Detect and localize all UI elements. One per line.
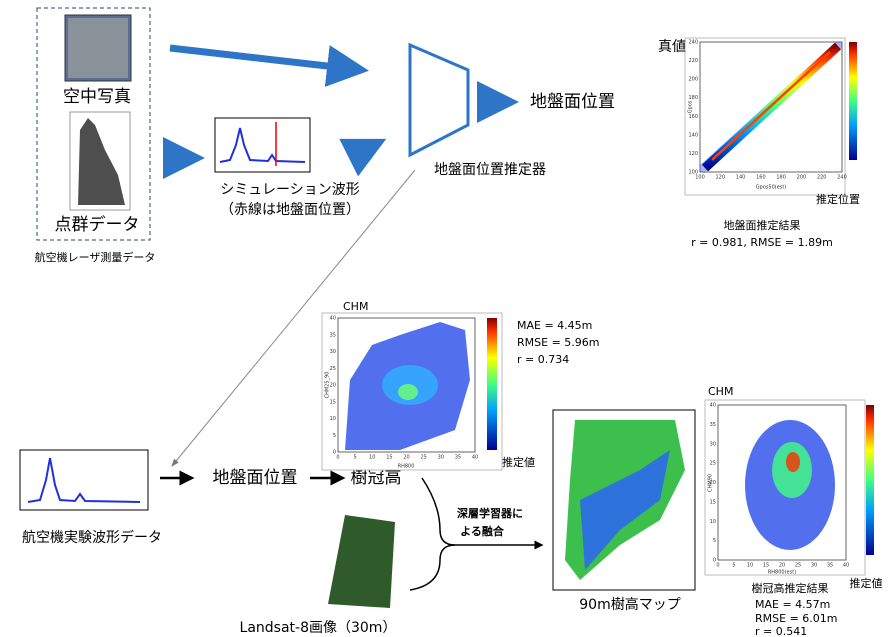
- fusion-text: よる融合: [460, 524, 505, 538]
- y-tick-label: 120: [688, 151, 698, 157]
- chm-r: r = 0.734: [517, 353, 569, 366]
- y-tick-label: 40: [710, 403, 716, 409]
- y-tick-label: 15: [710, 499, 716, 505]
- y-tick-label: 30: [710, 441, 716, 447]
- final-r: r = 0.541: [755, 625, 807, 637]
- x-tick-label: 5: [732, 563, 735, 569]
- x-tick-label: 35: [827, 563, 833, 569]
- x-tick-label: 35: [455, 455, 461, 461]
- x-tick-label: 30: [811, 563, 817, 569]
- final-axis-x-title: RH800(est): [768, 570, 796, 576]
- sim-caption: シミュレーション波形: [220, 182, 359, 198]
- x-tick-label: 5: [354, 455, 357, 461]
- ground-x-label: 推定位置: [816, 192, 860, 206]
- x-tick-label: 40: [472, 455, 478, 461]
- y-tick-label: 160: [688, 114, 698, 120]
- y-tick-label: 0: [333, 450, 336, 456]
- x-tick-label: 160: [756, 175, 766, 181]
- sim-waveform: [215, 118, 310, 172]
- y-tick-label: 10: [330, 416, 336, 422]
- x-tick-label: 40: [843, 563, 849, 569]
- ground-y-label: 真値: [658, 39, 686, 55]
- y-tick-label: 5: [713, 538, 716, 544]
- diagram: 空中写真 点群データ 航空機レーザ測量データ シミュレーション波形 （赤線は地盤…: [0, 0, 888, 637]
- chm-rmse: RMSE = 5.96m: [517, 336, 599, 349]
- y-tick-label: 35: [330, 332, 336, 338]
- x-tick-label: 15: [386, 455, 392, 461]
- fusion-curve: [410, 545, 455, 590]
- aerial-photo-texture: [68, 18, 128, 78]
- chm-heat-peak: [398, 384, 418, 400]
- y-tick-label: 180: [688, 95, 698, 101]
- x-tick-label: 220: [817, 175, 827, 181]
- x-tick-label: 20: [403, 455, 409, 461]
- estimator-shape: [410, 45, 468, 155]
- y-tick-label: 220: [688, 58, 698, 64]
- y-tick-label: 0: [713, 558, 716, 564]
- x-tick-label: 25: [420, 455, 426, 461]
- estimator-output: 地盤面位置: [530, 92, 615, 112]
- final-heat-peak: [786, 452, 800, 472]
- y-tick-label: 15: [330, 399, 336, 405]
- y-tick-label: 5: [333, 433, 336, 439]
- chm-title: CHM: [343, 300, 368, 313]
- exp-canopy: 樹冠高: [351, 468, 402, 488]
- fusion-text: 深層学習器に: [457, 506, 523, 520]
- sim-note: （赤線は地盤面位置）: [220, 202, 360, 218]
- map-label: 90m樹高マップ: [579, 596, 680, 613]
- exp-caption: 航空機実験波形データ: [22, 529, 162, 546]
- chm-axis-y-title: CHM25_90: [325, 372, 331, 399]
- y-tick-label: 25: [330, 366, 336, 372]
- landsat-label: Landsat-8画像（30m）: [240, 620, 397, 636]
- point-cloud-label: 点群データ: [55, 214, 140, 235]
- y-tick-label: 40: [330, 316, 336, 322]
- x-tick-label: 15: [763, 563, 769, 569]
- final-x-label: 推定値: [850, 576, 883, 590]
- arrow: [170, 48, 362, 70]
- final-title: CHM: [708, 385, 733, 398]
- aerial-photo-label: 空中写真: [63, 87, 131, 107]
- x-tick-label: 25: [795, 563, 801, 569]
- ground-axis-x-title: Gpos50(est): [756, 185, 787, 191]
- x-tick-label: 20: [779, 563, 785, 569]
- y-tick-label: 20: [330, 383, 336, 389]
- ground-title: 地盤面推定結果: [724, 218, 801, 232]
- fusion-curve: [422, 478, 455, 545]
- final-rmse: RMSE = 6.01m: [755, 612, 837, 625]
- ground-axis-y-title: Gpos: [688, 100, 694, 113]
- x-tick-label: 10: [747, 563, 753, 569]
- colorbar: [487, 318, 497, 450]
- estimator-label: 地盤面位置推定器: [434, 162, 546, 178]
- final-caption: 樹冠高推定結果: [752, 581, 829, 595]
- ground-stats: r = 0.981, RMSE = 1.89m: [691, 236, 833, 249]
- final-mae: MAE = 4.57m: [755, 598, 830, 611]
- survey-caption: 航空機レーザ測量データ: [35, 250, 156, 264]
- y-tick-label: 10: [710, 519, 716, 525]
- colorbar: [866, 405, 874, 555]
- y-tick-label: 140: [688, 132, 698, 138]
- chm-x-label: 推定値: [502, 455, 535, 469]
- y-tick-label: 25: [710, 461, 716, 467]
- chm-mae: MAE = 4.45m: [517, 319, 592, 332]
- y-tick-label: 240: [688, 40, 698, 46]
- x-tick-label: 240: [837, 175, 847, 181]
- x-tick-label: 0: [716, 563, 719, 569]
- y-tick-label: 200: [688, 77, 698, 83]
- x-tick-label: 10: [369, 455, 375, 461]
- y-tick-label: 30: [330, 349, 336, 355]
- final-axis-y-title: CHM90: [708, 474, 714, 492]
- arrow: [364, 142, 380, 150]
- chm-axis-x-title: RH800: [398, 464, 415, 470]
- y-tick-label: 35: [710, 422, 716, 428]
- exp-ground: 地盤面位置: [213, 468, 298, 488]
- x-tick-label: 180: [776, 175, 786, 181]
- x-tick-label: 120: [716, 175, 726, 181]
- x-tick-label: 0: [336, 455, 339, 461]
- x-tick-label: 200: [797, 175, 807, 181]
- x-tick-label: 30: [438, 455, 444, 461]
- x-tick-label: 140: [736, 175, 746, 181]
- y-tick-label: 100: [688, 170, 698, 176]
- colorbar: [849, 42, 857, 160]
